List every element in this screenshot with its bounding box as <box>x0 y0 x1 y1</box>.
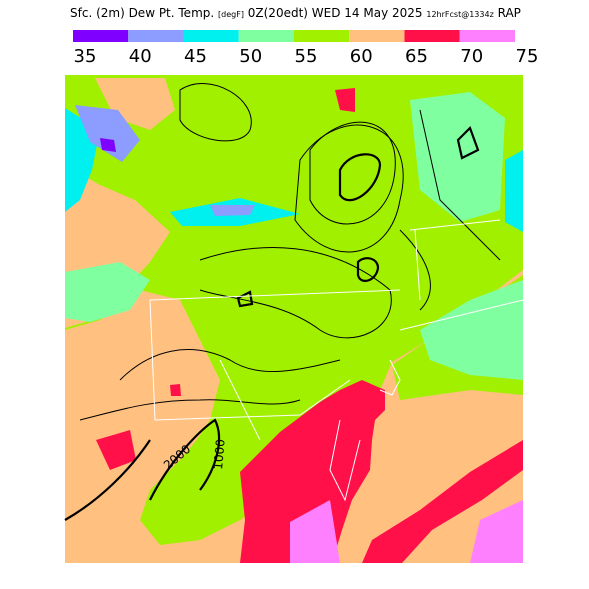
color-swatch <box>183 30 239 42</box>
valid-time: 0Z(20edt) WED 14 May 2025 <box>248 6 423 20</box>
red-spot <box>96 430 136 470</box>
colorbar-label: 75 <box>516 46 539 67</box>
lime-field <box>65 75 523 545</box>
contour-label: 1000 <box>211 439 228 471</box>
map-title: Sfc. (2m) Dew Pt. Temp. [degF] 0Z(20edt)… <box>70 6 521 20</box>
purple-spot <box>100 138 116 152</box>
blue-lake <box>210 205 255 216</box>
pink-land <box>290 500 340 563</box>
colorbar-label: 60 <box>350 46 373 67</box>
cyan-east <box>505 150 523 232</box>
color-swatch <box>459 30 515 42</box>
red-spot <box>170 384 181 396</box>
colorbar-label: 55 <box>295 46 318 67</box>
map: 2000 1000 <box>64 75 524 563</box>
model: RAP <box>498 6 521 20</box>
color-swatch <box>73 30 129 42</box>
red-ocean <box>362 440 523 563</box>
contours <box>64 83 501 521</box>
units: [degF] <box>218 10 244 19</box>
colorbar-label: 35 <box>74 46 97 67</box>
borders <box>149 219 524 502</box>
color-swatch <box>238 30 294 42</box>
colorbar-label: 50 <box>239 46 262 67</box>
color-swatch <box>128 30 184 42</box>
title: Sfc. (2m) Dew Pt. Temp. <box>70 6 214 20</box>
colorbar-label: 65 <box>405 46 428 67</box>
lime-ridge <box>150 430 215 515</box>
red-land <box>240 380 385 563</box>
color-swatch <box>294 30 350 42</box>
mint-west <box>65 262 150 322</box>
mint-east <box>420 280 523 380</box>
red-spot <box>335 88 355 112</box>
colorbar-label: 70 <box>460 46 483 67</box>
color-swatch <box>404 30 460 42</box>
blue-lake <box>75 105 140 162</box>
colorbar-label: 40 <box>129 46 152 67</box>
pink-ocean <box>470 500 523 563</box>
colorbar-label: 45 <box>184 46 207 67</box>
forecast: 12hrFcst@1334z <box>426 10 493 19</box>
color-swatch <box>349 30 405 42</box>
mint-ne <box>410 92 505 222</box>
tan-ocean <box>360 385 523 563</box>
colorbar: 35 40 45 50 55 60 65 70 75 <box>73 30 538 67</box>
